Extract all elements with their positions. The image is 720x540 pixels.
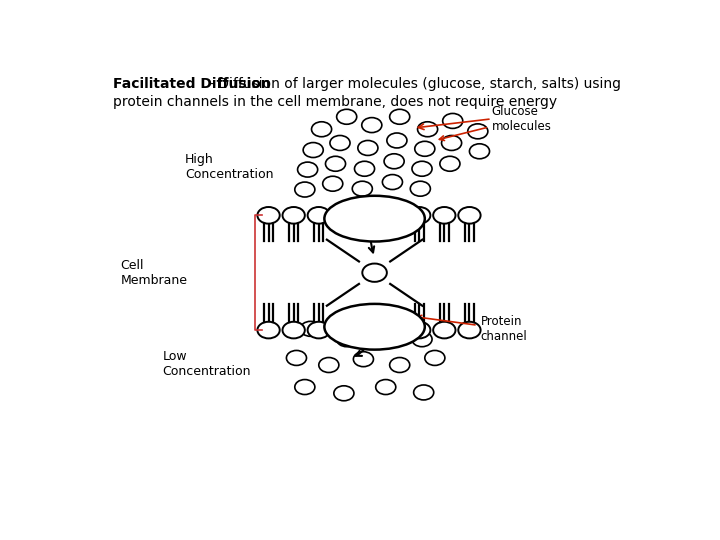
Text: Cell
Membrane: Cell Membrane [121,259,188,287]
Circle shape [352,181,372,196]
Circle shape [376,380,396,395]
Circle shape [337,332,356,347]
Circle shape [287,350,307,366]
Circle shape [408,207,431,224]
Circle shape [300,321,320,336]
Circle shape [319,357,339,373]
Circle shape [258,207,280,224]
Text: - Diffusion of larger molecules (glucose, starch, salts) using: - Diffusion of larger molecules (glucose… [210,77,621,91]
Text: Glucose
molecules: Glucose molecules [439,105,552,140]
Circle shape [382,174,402,190]
Circle shape [441,136,462,151]
Circle shape [307,322,330,339]
Circle shape [282,207,305,224]
Circle shape [337,109,356,124]
Circle shape [412,332,432,347]
Circle shape [384,154,404,168]
Circle shape [408,322,431,339]
Ellipse shape [324,304,425,349]
Circle shape [294,182,315,197]
Circle shape [440,156,460,171]
Text: Low
Concentration: Low Concentration [163,350,251,378]
Circle shape [468,124,488,139]
Circle shape [361,118,382,133]
Circle shape [303,143,323,158]
Text: protein channels in the cell membrane, does not require energy: protein channels in the cell membrane, d… [114,94,557,109]
Circle shape [387,133,407,148]
Circle shape [412,161,432,176]
Circle shape [413,385,433,400]
Circle shape [443,113,463,129]
Circle shape [376,321,396,336]
Circle shape [354,352,374,367]
Circle shape [358,140,378,156]
Ellipse shape [324,196,425,241]
Circle shape [334,386,354,401]
Circle shape [258,322,280,339]
Circle shape [418,122,438,137]
Circle shape [325,156,346,171]
Circle shape [425,350,445,366]
Circle shape [469,144,490,159]
Circle shape [362,264,387,282]
Circle shape [433,207,456,224]
Circle shape [297,162,318,177]
Circle shape [323,176,343,191]
Circle shape [458,322,481,339]
Text: Facilitated Diffusion: Facilitated Diffusion [114,77,271,91]
Circle shape [390,357,410,373]
Circle shape [354,161,374,176]
Text: High
Concentration: High Concentration [185,153,274,181]
Circle shape [415,141,435,156]
Circle shape [294,380,315,395]
Circle shape [282,322,305,339]
Text: Protein
channel: Protein channel [417,315,527,343]
Circle shape [307,207,330,224]
Circle shape [390,109,410,124]
Circle shape [458,207,481,224]
Circle shape [410,181,431,196]
Circle shape [330,136,350,151]
Circle shape [433,322,456,339]
Circle shape [312,122,332,137]
